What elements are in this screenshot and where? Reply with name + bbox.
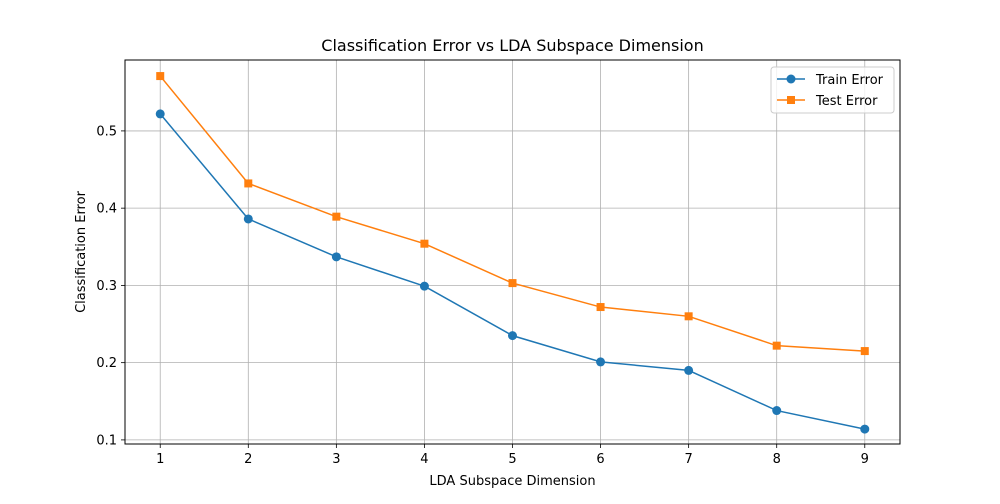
x-tick-label: 4	[420, 452, 428, 467]
train-error-point	[860, 424, 870, 434]
x-tick-label: 2	[244, 452, 252, 467]
legend-label-train-error: Train Error	[815, 73, 884, 88]
x-tick-label: 6	[596, 452, 604, 467]
y-axis-label: Classification Error	[74, 190, 89, 312]
axis-ticks: 1 2 3 4 5 6 7 8 9 0.1 0.2 0.3 0.4 0.5	[96, 124, 869, 467]
train-error-point	[331, 252, 341, 262]
test-error-point	[508, 279, 517, 288]
x-tick-label: 5	[508, 452, 516, 467]
train-error-point	[684, 365, 694, 375]
legend-label-test-error: Test Error	[815, 94, 878, 109]
test-error-point	[332, 212, 341, 221]
x-tick-label: 1	[156, 452, 164, 467]
y-tick-label: 0.3	[96, 279, 117, 294]
test-error-point	[596, 303, 605, 312]
x-tick-label: 7	[684, 452, 692, 467]
train-error-point	[508, 331, 517, 341]
test-error-point	[860, 347, 869, 356]
train-error-point	[772, 406, 782, 416]
test-error-point	[684, 312, 693, 321]
series-layer	[155, 72, 870, 434]
test-error-point	[420, 239, 429, 248]
train-error-point	[243, 214, 253, 224]
x-axis-label: LDA Subspace Dimension	[429, 474, 595, 489]
test-error-point	[244, 179, 253, 188]
legend-marker-test-error	[787, 96, 795, 104]
y-tick-label: 0.1	[96, 433, 117, 448]
train-error-point	[596, 357, 606, 367]
test-error-point	[772, 341, 781, 350]
test-error-point	[156, 72, 165, 81]
legend: Train Error Test Error	[770, 66, 895, 114]
grid-lines	[125, 60, 900, 444]
x-tick-label: 8	[773, 452, 781, 467]
y-tick-label: 0.2	[96, 356, 117, 371]
y-tick-label: 0.4	[96, 202, 117, 217]
train-error-point	[155, 109, 165, 119]
chart-title: Classification Error vs LDA Subspace Dim…	[321, 36, 703, 55]
x-tick-label: 3	[332, 452, 340, 467]
legend-marker-train-error	[786, 74, 796, 84]
x-tick-label: 9	[861, 452, 869, 467]
y-tick-label: 0.5	[96, 124, 117, 139]
train-error-point	[419, 281, 429, 291]
